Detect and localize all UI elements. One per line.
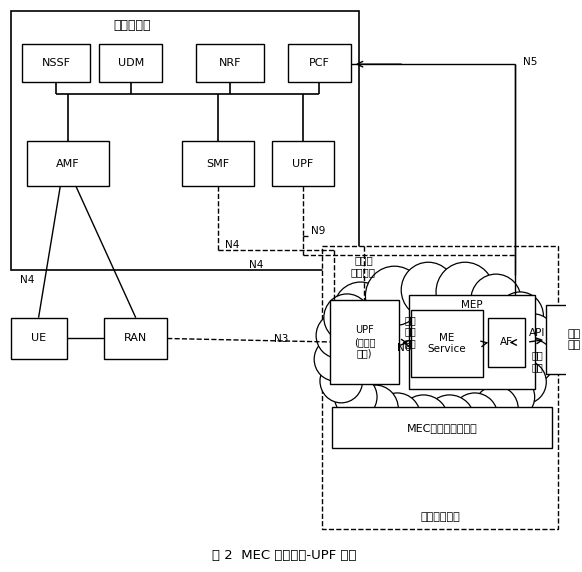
- Circle shape: [492, 375, 535, 419]
- Text: UPF
(核心网
下沉): UPF (核心网 下沉): [354, 325, 375, 359]
- Bar: [22, 45, 90, 82]
- Circle shape: [333, 282, 388, 337]
- Text: 本地数据网络: 本地数据网络: [420, 512, 460, 522]
- Text: N4: N4: [225, 240, 240, 251]
- Text: N4: N4: [20, 275, 34, 285]
- Bar: [10, 11, 359, 270]
- Text: 非本地
卸载流量: 非本地 卸载流量: [351, 255, 376, 277]
- Bar: [329, 300, 399, 384]
- Circle shape: [320, 359, 363, 403]
- Circle shape: [424, 395, 475, 446]
- Text: UDM: UDM: [118, 58, 144, 68]
- Text: NSSF: NSSF: [41, 58, 70, 68]
- Circle shape: [504, 360, 546, 404]
- Text: PCF: PCF: [309, 58, 330, 68]
- Text: UPF: UPF: [292, 158, 314, 169]
- Text: N6: N6: [397, 343, 411, 353]
- Text: API: API: [530, 328, 546, 337]
- Text: N4: N4: [249, 260, 264, 270]
- Circle shape: [471, 274, 521, 325]
- Circle shape: [352, 385, 398, 432]
- Circle shape: [324, 294, 370, 341]
- Bar: [100, 45, 162, 82]
- Circle shape: [497, 292, 544, 339]
- Circle shape: [314, 337, 357, 381]
- Circle shape: [365, 266, 424, 325]
- Bar: [546, 305, 582, 374]
- Text: MEC基础设施及服务: MEC基础设施及服务: [406, 423, 477, 432]
- Circle shape: [509, 313, 556, 362]
- Text: NRF: NRF: [219, 58, 242, 68]
- Text: N3: N3: [274, 335, 288, 344]
- Circle shape: [512, 339, 554, 383]
- Circle shape: [316, 313, 361, 358]
- Text: SMF: SMF: [207, 158, 229, 169]
- Text: UE: UE: [31, 333, 46, 343]
- Text: N9: N9: [311, 225, 325, 236]
- Bar: [411, 310, 484, 377]
- Text: AF: AF: [500, 337, 513, 347]
- Text: 本地
流量: 本地 流量: [532, 351, 544, 372]
- Bar: [488, 317, 525, 367]
- Bar: [196, 45, 264, 82]
- Bar: [10, 317, 66, 359]
- Bar: [332, 407, 552, 448]
- Bar: [104, 317, 167, 359]
- Circle shape: [335, 375, 377, 419]
- Circle shape: [436, 262, 494, 321]
- Bar: [272, 141, 335, 186]
- Bar: [409, 295, 535, 389]
- Text: AMF: AMF: [56, 158, 80, 169]
- Text: 本地
应用: 本地 应用: [567, 329, 581, 350]
- Text: ME
Service: ME Service: [428, 333, 466, 354]
- FancyBboxPatch shape: [332, 295, 540, 428]
- Circle shape: [398, 395, 449, 446]
- Text: RAN: RAN: [124, 333, 147, 343]
- Bar: [27, 141, 109, 186]
- Text: 本地
卸载
流量: 本地 卸载 流量: [404, 315, 416, 348]
- Text: 图 2  MEC 部署方案-UPF 下沉: 图 2 MEC 部署方案-UPF 下沉: [212, 549, 356, 562]
- Text: 大区核心网: 大区核心网: [113, 19, 151, 32]
- Bar: [182, 141, 254, 186]
- Bar: [288, 45, 351, 82]
- Text: MEP: MEP: [461, 300, 482, 310]
- Bar: [322, 247, 558, 529]
- Circle shape: [452, 393, 498, 440]
- Circle shape: [374, 393, 421, 440]
- Text: N5: N5: [523, 57, 537, 67]
- Circle shape: [474, 386, 518, 431]
- Circle shape: [401, 262, 455, 317]
